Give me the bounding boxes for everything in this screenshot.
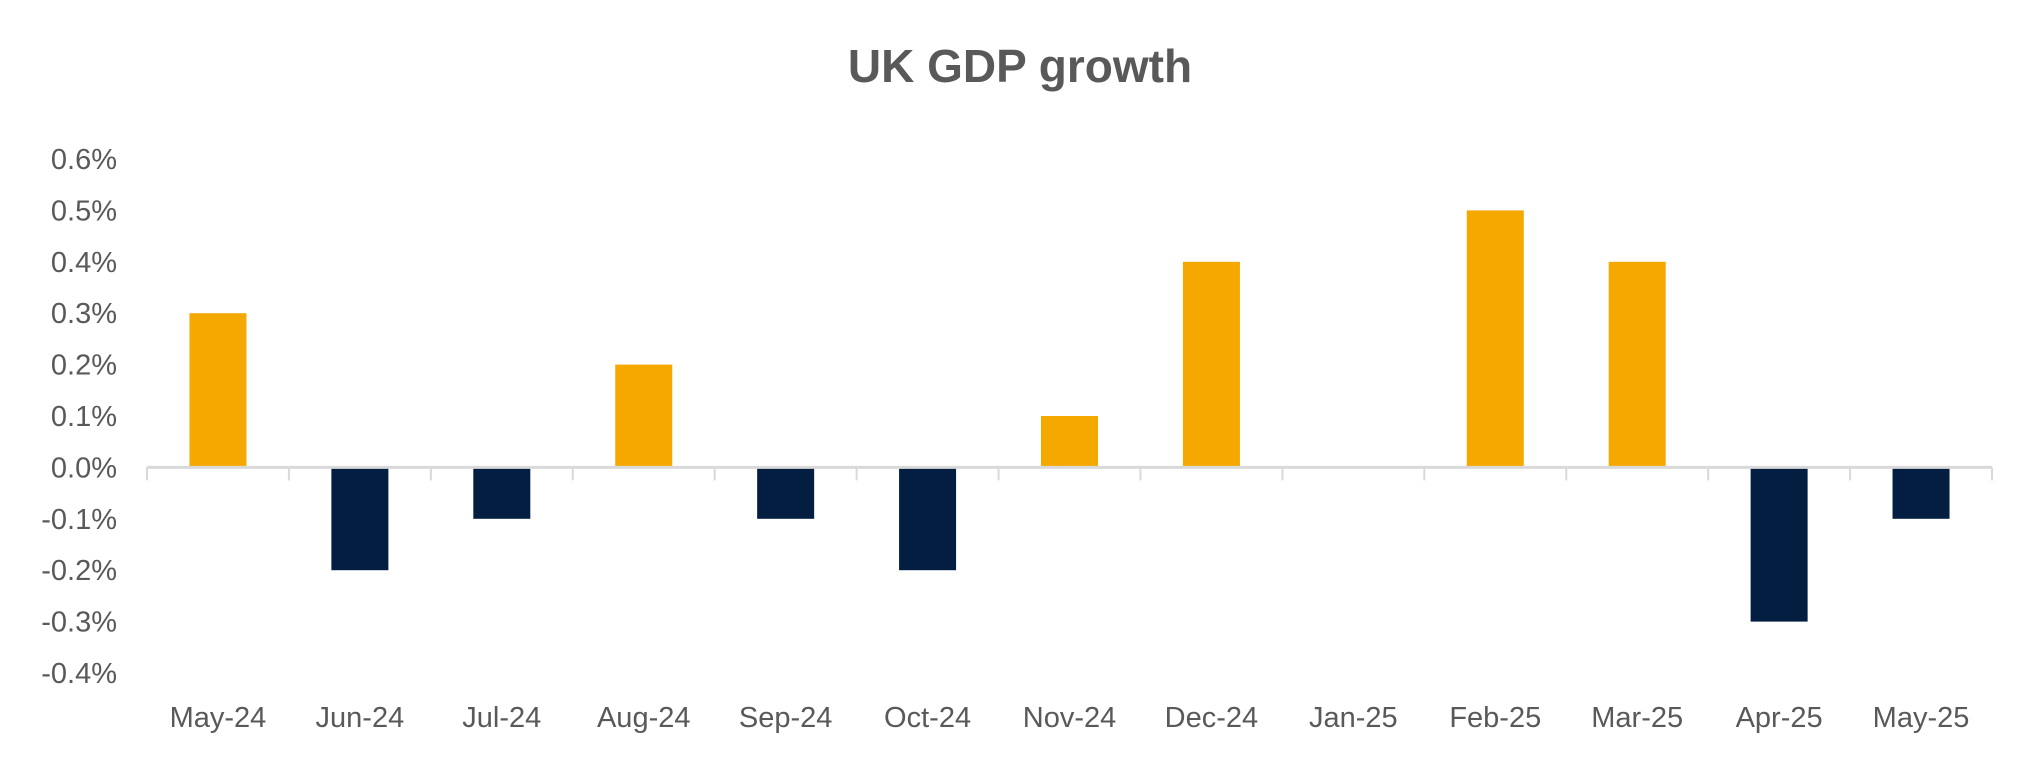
y-tick-label: 0.0%: [51, 452, 117, 484]
chart-title: UK GDP growth: [848, 40, 1192, 92]
x-tick-label: Sep-24: [739, 702, 833, 734]
x-tick-label: Feb-25: [1449, 702, 1541, 734]
bar-sep-24: [757, 467, 815, 519]
y-tick-label: 0.1%: [51, 401, 117, 433]
bar-aug-24: [615, 364, 673, 468]
y-tick-label: 0.4%: [51, 247, 117, 279]
y-tick-label: -0.4%: [41, 658, 117, 690]
bar-may-25: [1892, 467, 1950, 519]
y-tick-label: 0.2%: [51, 350, 117, 382]
x-tick-label: Dec-24: [1165, 702, 1259, 734]
y-axis: 0.6% 0.5% 0.4% 0.3% 0.2% 0.1% 0.0% -0.1% -0.2% -0…: [41, 144, 117, 690]
x-tick-label: Mar-25: [1591, 702, 1683, 734]
bar-mar-25: [1608, 261, 1666, 468]
y-tick-label: -0.2%: [41, 555, 117, 587]
y-tick-label: -0.3%: [41, 607, 117, 639]
x-axis: May-24 Jun-24 Jul-24 Aug-24 Sep-24 Oct-24 Nov-…: [146, 465, 1993, 734]
x-tick-label: Oct-24: [884, 702, 971, 734]
y-tick-label: 0.6%: [51, 144, 117, 176]
x-tick-label: Jul-24: [462, 702, 541, 734]
x-tick-label: May-24: [170, 702, 267, 734]
bar-jun-24: [331, 467, 389, 571]
bars: [189, 210, 1950, 622]
x-tick-label: Jan-25: [1309, 702, 1398, 734]
bar-dec-24: [1182, 261, 1240, 468]
bar-feb-25: [1466, 210, 1524, 468]
x-tick-label: Aug-24: [597, 702, 691, 734]
bar-nov-24: [1041, 416, 1098, 468]
y-tick-label: -0.1%: [41, 504, 117, 536]
bar-jul-24: [473, 467, 531, 519]
x-tick-label: May-25: [1873, 702, 1970, 734]
bar-may-24: [189, 313, 247, 468]
y-tick-label: 0.5%: [51, 195, 117, 227]
bar-apr-25: [1750, 467, 1808, 622]
x-tick-label: Jun-24: [316, 702, 405, 734]
x-tick-label: Nov-24: [1023, 702, 1117, 734]
x-tick-label: Apr-25: [1736, 702, 1823, 734]
bar-oct-24: [899, 467, 957, 571]
y-tick-label: 0.3%: [51, 298, 117, 330]
